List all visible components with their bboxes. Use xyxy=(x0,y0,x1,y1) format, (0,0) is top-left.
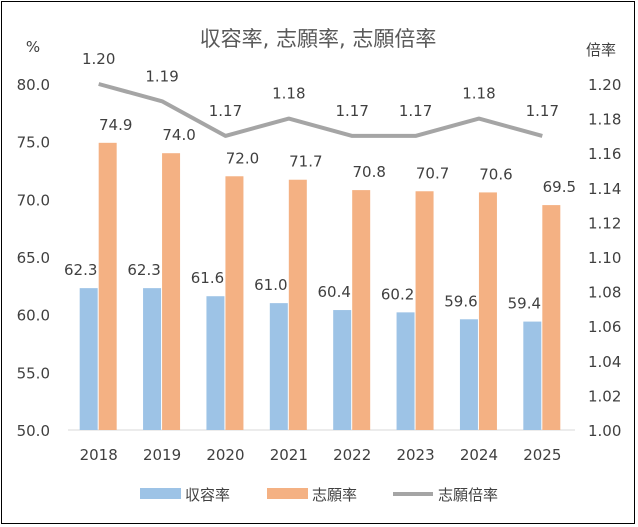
left-tick-label: 55.0 xyxy=(17,364,50,382)
legend-label: 収容率 xyxy=(185,486,230,504)
left-tick-label: 75.0 xyxy=(17,134,50,152)
right-tick-label: 1.16 xyxy=(588,145,621,163)
line-application-ratio xyxy=(98,82,543,138)
legend-label: 志願率 xyxy=(312,486,357,504)
line-data-label: 1.18 xyxy=(462,85,495,103)
left-tick-label: 60.0 xyxy=(17,307,50,325)
legend-label: 志願倍率 xyxy=(438,486,498,504)
bars-group: 62.3 62.3 61.6 61.0 60.4 60.2 59.6 59.4 74.9 74.0… xyxy=(64,116,576,430)
left-tick-label: 65.0 xyxy=(17,249,50,267)
bar-capacity-rate xyxy=(269,303,288,430)
line-data-label: 1.17 xyxy=(335,102,368,120)
right-tick-label: 1.10 xyxy=(588,249,621,267)
bar-application-rate xyxy=(478,192,497,430)
bar-application-rate xyxy=(288,179,307,430)
bar-data-label: 70.8 xyxy=(352,163,385,181)
line-data-label: 1.17 xyxy=(399,102,432,120)
bar-capacity-rate xyxy=(396,312,415,430)
right-tick-label: 1.06 xyxy=(588,318,621,336)
x-tick-label: 2018 xyxy=(80,446,118,464)
chart-title: 収容率, 志願率, 志願倍率 xyxy=(200,27,437,51)
bar-capacity-rate xyxy=(333,310,352,430)
bar-capacity-rate xyxy=(206,296,225,430)
right-tick-label: 1.14 xyxy=(588,180,621,198)
bar-data-label: 62.3 xyxy=(127,261,160,279)
left-tick-label: 70.0 xyxy=(17,191,50,209)
left-axis-label: % xyxy=(26,38,40,56)
x-tick-label: 2023 xyxy=(396,446,434,464)
x-tick-label: 2020 xyxy=(206,446,244,464)
left-axis-ticks: 50.0 55.0 60.0 65.0 70.0 75.0 80.0 xyxy=(17,76,50,440)
bar-application-rate xyxy=(415,191,434,430)
line-data-label: 1.17 xyxy=(209,102,242,120)
bar-data-label: 70.6 xyxy=(479,165,512,183)
bar-data-label: 59.4 xyxy=(508,295,541,313)
bar-data-label: 74.0 xyxy=(162,126,195,144)
right-tick-label: 1.20 xyxy=(588,76,621,94)
bar-data-label: 61.6 xyxy=(191,269,224,287)
legend-swatch xyxy=(140,488,181,499)
legend: 収容率 志願率 志願倍率 xyxy=(140,486,498,504)
bar-data-label: 62.3 xyxy=(64,261,97,279)
bar-data-label: 72.0 xyxy=(226,149,259,167)
bar-data-label: 60.4 xyxy=(317,283,350,301)
bar-application-rate xyxy=(352,190,371,430)
bar-application-rate xyxy=(542,205,561,430)
bar-data-label: 60.2 xyxy=(381,285,414,303)
bar-data-label: 70.7 xyxy=(416,164,449,182)
right-tick-label: 1.08 xyxy=(588,284,621,302)
x-axis-labels: 2018 2019 2020 2021 2022 2023 2024 2025 xyxy=(80,446,562,464)
bar-data-label: 71.7 xyxy=(289,153,322,171)
bar-capacity-rate xyxy=(79,288,98,430)
bar-capacity-rate xyxy=(523,321,542,430)
line-data-label: 1.19 xyxy=(145,67,178,85)
x-tick-label: 2022 xyxy=(333,446,371,464)
bar-capacity-rate xyxy=(143,288,162,430)
bar-application-rate xyxy=(98,142,117,430)
right-tick-label: 1.00 xyxy=(588,422,621,440)
right-axis-label: 倍率 xyxy=(586,41,616,59)
line-data-label: 1.18 xyxy=(272,85,305,103)
bar-data-label: 74.9 xyxy=(99,116,132,134)
bar-data-label: 59.6 xyxy=(444,292,477,310)
bar-data-label: 61.0 xyxy=(254,276,287,294)
right-tick-label: 1.18 xyxy=(588,111,621,129)
bar-capacity-rate xyxy=(459,319,478,430)
bar-application-rate xyxy=(162,153,181,430)
x-tick-label: 2024 xyxy=(460,446,498,464)
x-tick-label: 2021 xyxy=(270,446,308,464)
right-tick-label: 1.12 xyxy=(588,214,621,232)
line-data-label: 1.20 xyxy=(82,50,115,68)
right-tick-label: 1.02 xyxy=(588,387,621,405)
line-series-group: 1.20 1.19 1.17 1.18 1.17 1.17 1.18 1.17 xyxy=(82,50,559,138)
bar-application-rate xyxy=(225,176,244,430)
right-tick-label: 1.04 xyxy=(588,353,621,371)
x-tick-label: 2019 xyxy=(143,446,181,464)
x-tick-label: 2025 xyxy=(523,446,561,464)
legend-swatch xyxy=(267,488,308,499)
line-data-label: 1.17 xyxy=(526,102,559,120)
right-axis-ticks: 1.00 1.02 1.04 1.06 1.08 1.10 1.12 1.14 1.16 1.18… xyxy=(588,76,621,440)
bar-data-label: 69.5 xyxy=(543,178,576,196)
left-tick-label: 80.0 xyxy=(17,76,50,94)
left-tick-label: 50.0 xyxy=(17,422,50,440)
